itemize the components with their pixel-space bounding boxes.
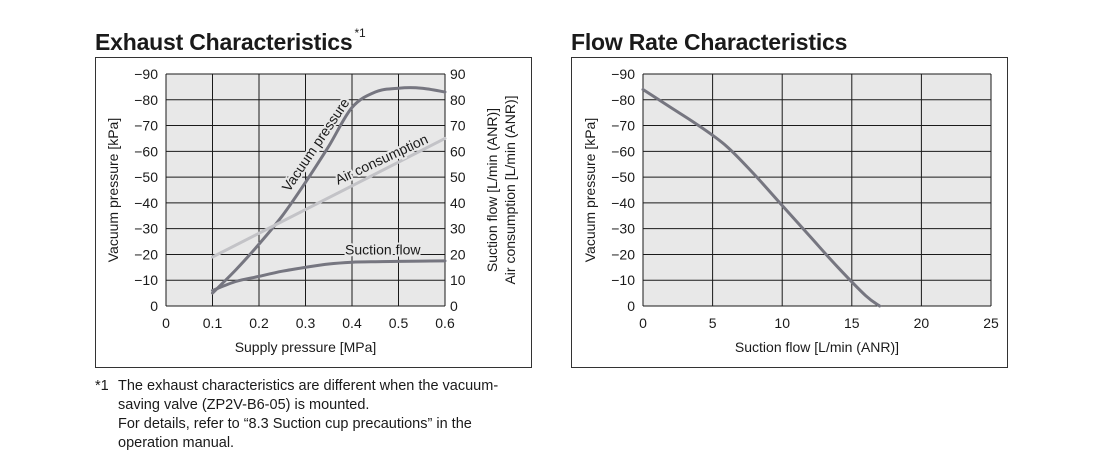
x-tick-label: 0.4 (342, 315, 362, 331)
y-right-tick-label: 30 (450, 221, 466, 237)
y-tick-label: −90 (611, 66, 635, 82)
y-tick-label: −60 (134, 143, 158, 159)
y-axis-label: Vacuum pressure [kPa] (582, 118, 598, 262)
y-tick-label: 0 (150, 298, 158, 314)
y-right-tick-label: 50 (450, 169, 466, 185)
x-tick-label: 0.6 (435, 315, 455, 331)
x-tick-label: 0.2 (249, 315, 269, 331)
y-tick-label: −50 (611, 169, 635, 185)
y-right-tick-label: 90 (450, 66, 466, 82)
y-tick-label: −30 (611, 221, 635, 237)
x-tick-label: 0 (639, 315, 647, 331)
vacuum-pressure-line (211, 86, 447, 295)
x-tick-label: 0.5 (389, 315, 409, 331)
x-axis-label: Supply pressure [MPa] (235, 339, 377, 355)
air-consumption-line (211, 136, 447, 259)
exhaust-chart: 0 0.1 0.2 0.3 0.4 0.5 0.60−10−20−30−40−50−60−7… (105, 66, 518, 355)
y-tick-label: −10 (611, 272, 635, 288)
y-tick-label: −80 (611, 92, 635, 108)
y-right-axis-label: Air consumption [L/min (ANR)] (502, 95, 518, 284)
x-tick-label: 15 (844, 315, 860, 331)
y-tick-label: −10 (134, 272, 158, 288)
flow-chart: 0 5 10 15 20 25 0 −10 −20 −30 −40 −50 −60 −70 −80 −90 Su… (582, 66, 999, 355)
y-tick-label: −40 (611, 195, 635, 211)
x-tick-label: 0.3 (296, 315, 316, 331)
suction-flow-line (211, 259, 447, 292)
flow-chart-title: Flow Rate Characteristics (571, 29, 847, 56)
series-line (641, 88, 882, 308)
exhaust-title-text: Exhaust Characteristics (95, 29, 353, 55)
x-tick-label: 10 (774, 315, 790, 331)
y-right-tick-label: 20 (450, 246, 466, 262)
exhaust-chart-title: Exhaust Characteristics *1 (95, 26, 366, 56)
y-right-tick-label: 80 (450, 92, 466, 108)
y-right-tick-label: 10 (450, 272, 466, 288)
y-right-tick-label: 70 (450, 118, 466, 134)
x-tick-label: 5 (709, 315, 717, 331)
y-tick-label: −30 (134, 221, 158, 237)
y-tick-label: −60 (611, 143, 635, 159)
footnote: *1 The exhaust characteristics are diffe… (95, 377, 535, 453)
y-tick-label: −20 (134, 246, 158, 262)
footnote-mark: *1 (95, 378, 109, 394)
exhaust-chart-panel (95, 57, 532, 368)
y-tick-label: −70 (611, 118, 635, 134)
x-tick-label: 0 (162, 315, 170, 331)
y-right-tick-label: 40 (450, 195, 466, 211)
y-tick-label: −90 (134, 66, 158, 82)
y-tick-label: −70 (134, 118, 158, 134)
y-right-axis-label: Suction flow [L/min (ANR)] (484, 108, 500, 272)
flow-title-text: Flow Rate Characteristics (571, 29, 848, 55)
x-axis-label: Suction flow [L/min (ANR)] (735, 339, 899, 355)
plot-area (643, 74, 991, 306)
y-tick-label: −40 (134, 195, 158, 211)
y-right-tick-label: 0 (450, 298, 458, 314)
y-tick-label: 0 (627, 298, 635, 314)
exhaust-title-note: *1 (354, 26, 366, 41)
footnote-line: The exhaust characteristics are differen… (118, 378, 499, 413)
x-tick-label: 25 (983, 315, 999, 331)
y-tick-label: −20 (611, 246, 635, 262)
flow-chart-panel (571, 57, 1008, 368)
y-tick-label: −80 (134, 92, 158, 108)
y-axis-label: Vacuum pressure [kPa] (105, 118, 121, 262)
suction-flow-label: Suction flow (345, 241, 421, 257)
y-right-tick-label: 60 (450, 143, 466, 159)
x-tick-label: 0.1 (203, 315, 223, 331)
x-tick-label: 20 (914, 315, 930, 331)
y-tick-label: −50 (134, 169, 158, 185)
footnote-line: For details, refer to “8.3 Suction cup p… (118, 416, 472, 451)
